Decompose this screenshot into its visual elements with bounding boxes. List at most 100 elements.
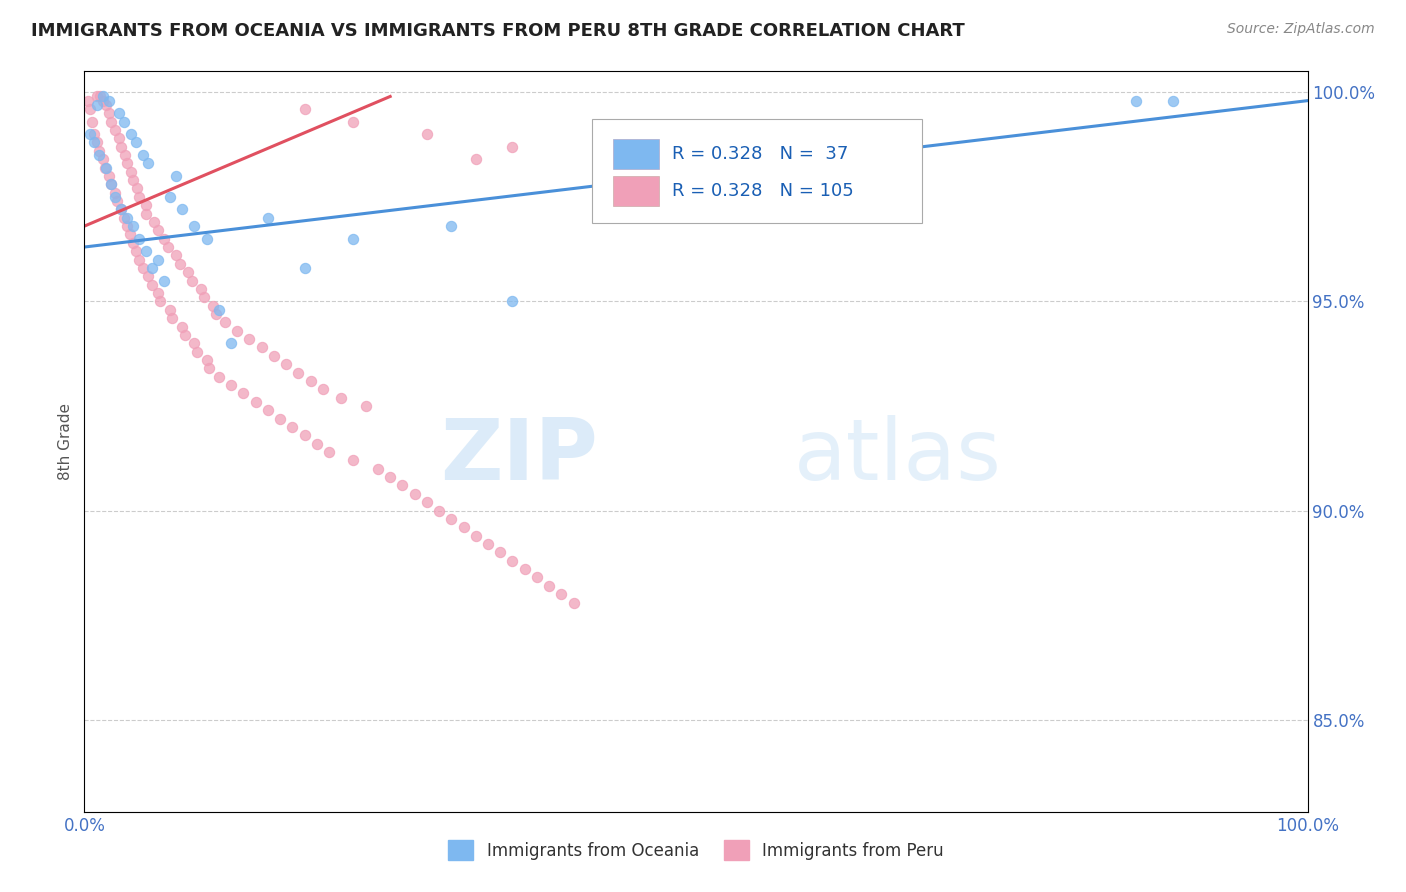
Point [149,294,172,309]
Point [112,211,135,225]
Point [104,123,127,137]
Point [141,277,163,292]
Point [281,420,304,434]
Point [122,219,145,234]
Point [294,102,316,116]
Point [120,165,142,179]
Point [100,178,122,192]
Point [181,273,204,287]
Point [312,382,335,396]
Point [125,136,148,150]
Point [502,294,524,309]
Point [464,529,486,543]
Point [562,596,585,610]
Point [513,562,536,576]
Point [1161,94,1184,108]
Point [276,357,298,371]
Point [165,248,187,262]
Point [118,227,141,242]
Point [416,495,439,509]
Point [186,344,208,359]
Text: R = 0.328   N =  37: R = 0.328 N = 37 [672,145,848,163]
Point [115,211,138,225]
Point [169,257,191,271]
Point [110,202,132,217]
Point [128,232,150,246]
Point [91,94,114,108]
Point [125,244,148,259]
Point [162,311,184,326]
Point [159,190,181,204]
Point [110,139,132,153]
Point [100,178,122,192]
Point [198,361,221,376]
Point [538,579,561,593]
Point [245,394,267,409]
Point [97,106,120,120]
Point [132,260,155,275]
Point [115,156,138,170]
Point [87,148,110,162]
Point [159,302,181,317]
Point [489,545,512,559]
Point [91,152,114,166]
Point [232,386,254,401]
Point [342,232,364,246]
Point [153,273,176,287]
Text: IMMIGRANTS FROM OCEANIA VS IMMIGRANTS FROM PERU 8TH GRADE CORRELATION CHART: IMMIGRANTS FROM OCEANIA VS IMMIGRANTS FR… [31,22,965,40]
Point [201,299,224,313]
Point [114,148,136,162]
Point [115,219,138,234]
Point [120,127,142,141]
Point [502,139,524,153]
Point [122,173,145,187]
Point [97,169,120,183]
Point [122,235,145,250]
Point [100,114,122,128]
Point [107,131,129,145]
Point [135,206,157,220]
Point [80,114,103,128]
Point [143,215,166,229]
Point [135,244,157,259]
Point [416,127,439,141]
Point [380,470,402,484]
Point [183,219,205,234]
Point [477,537,499,551]
Text: R = 0.328   N = 105: R = 0.328 N = 105 [672,182,853,201]
Point [404,487,426,501]
Point [83,136,105,150]
Point [136,156,159,170]
Text: ZIP: ZIP [440,415,598,498]
Point [257,403,280,417]
Point [86,89,108,103]
Point [87,144,110,158]
Point [440,219,463,234]
Point [79,127,101,141]
Point [294,428,316,442]
Point [156,240,179,254]
Point [77,94,100,108]
Point [464,152,486,166]
Point [342,114,364,128]
Point [91,89,114,103]
FancyBboxPatch shape [613,139,659,169]
Legend: Immigrants from Oceania, Immigrants from Peru: Immigrants from Oceania, Immigrants from… [441,834,950,866]
Point [250,340,273,354]
Point [208,302,231,317]
Point [183,336,205,351]
Point [342,453,364,467]
Point [177,265,200,279]
Point [79,102,101,116]
Point [269,411,291,425]
Point [136,269,159,284]
Point [318,445,340,459]
Point [110,202,132,217]
Point [208,369,231,384]
Point [172,202,194,217]
Point [427,503,450,517]
Point [97,94,120,108]
Point [453,520,475,534]
Point [195,232,218,246]
Point [219,378,242,392]
